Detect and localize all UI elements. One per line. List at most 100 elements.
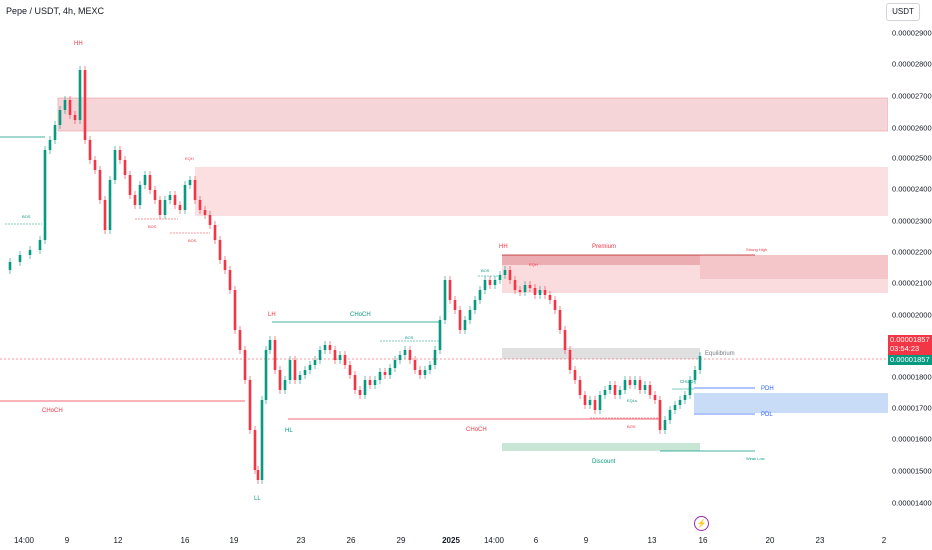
- candle-body: [663, 420, 667, 430]
- candle-body: [568, 350, 572, 370]
- candle-body: [238, 330, 242, 350]
- candle-body: [358, 390, 362, 395]
- time-axis[interactable]: 14:00 9 12 16 19 23 26 29 2025 14:00 6 9 13 16 20 23 2: [0, 532, 888, 550]
- candle-body: [43, 150, 47, 240]
- candle-body: [453, 300, 457, 310]
- label-bos-red-right: BOS: [627, 424, 636, 429]
- candle-body: [373, 380, 377, 385]
- flash-icon[interactable]: ⚡: [694, 516, 709, 531]
- candle-body: [203, 210, 207, 215]
- candle-body: [318, 350, 322, 360]
- demand-zone: [694, 393, 888, 413]
- candle-body: [698, 356, 702, 370]
- candle-body: [353, 375, 357, 390]
- candle-body: [418, 370, 422, 375]
- label-eqls: EQLs: [627, 398, 637, 403]
- candles: [8, 66, 702, 484]
- label-bos-green-mid: BOS: [405, 335, 414, 340]
- price-chart[interactable]: HH HH LH LL HL CHoCH CHoCH CHoCH CHoCH P…: [0, 0, 888, 530]
- time-tick: 16: [698, 536, 708, 545]
- candle-body: [228, 270, 232, 290]
- supply-zone-top: [57, 97, 888, 132]
- chart-title: Pepe / USDT, 4h, MEXC: [6, 6, 105, 16]
- candle-body: [483, 280, 487, 290]
- label-bos-green-top: BOS: [481, 268, 490, 273]
- candle-body: [98, 170, 102, 200]
- price-tick: 0.00001700: [892, 403, 932, 413]
- supply-zone-mid: [195, 167, 888, 216]
- candle-body: [693, 370, 697, 380]
- candle-body: [198, 200, 202, 210]
- candle-body: [533, 288, 537, 295]
- candle-body: [403, 350, 407, 355]
- candle-body: [428, 365, 432, 370]
- candle-body: [573, 370, 577, 380]
- time-tick: 14:00: [483, 536, 505, 545]
- price-axis[interactable]: 0.00002900 0.00002800 0.00002700 0.00002600…: [888, 0, 932, 530]
- candle-body: [218, 240, 222, 260]
- price-tick: 0.00001500: [892, 466, 932, 476]
- candle-body: [393, 360, 397, 368]
- candle-body: [338, 355, 342, 360]
- candle-body: [153, 190, 157, 200]
- candle-body: [108, 180, 112, 230]
- candle-body: [678, 400, 682, 405]
- label-choch-bottom: CHoCH: [466, 427, 487, 433]
- label-equilibrium: Equilibrium: [705, 351, 735, 357]
- time-tick: 12: [113, 536, 123, 545]
- candle-body: [623, 380, 627, 390]
- candle-body: [628, 380, 632, 385]
- label-choch-left: CHoCH: [42, 408, 63, 414]
- candle-body: [583, 395, 587, 405]
- equilibrium-zone: [502, 348, 700, 359]
- candle-body: [78, 70, 82, 120]
- label-eqh-1: EQH: [185, 156, 194, 161]
- candle-body: [388, 368, 392, 375]
- candle-body: [53, 125, 57, 140]
- candle-body: [253, 430, 257, 470]
- label-discount: Discount: [592, 459, 616, 465]
- candle-body: [648, 385, 652, 395]
- candle-body: [598, 395, 602, 410]
- time-tick: 9: [64, 536, 70, 545]
- equilibrium-price-tag: 0.00001857: [888, 355, 932, 365]
- candle-body: [288, 360, 292, 380]
- candle-body: [618, 390, 622, 395]
- candle-body: [653, 395, 657, 400]
- candle-body: [328, 345, 332, 350]
- label-pdh: PDH: [761, 386, 774, 392]
- candle-body: [248, 380, 252, 430]
- candle-body: [193, 180, 197, 200]
- price-tick: 0.00001800: [892, 372, 932, 382]
- candle-body: [128, 175, 132, 195]
- currency-button[interactable]: USDT: [886, 3, 920, 21]
- candle-body: [148, 175, 152, 190]
- price-tick: 0.00002200: [892, 247, 932, 257]
- candle-body: [303, 370, 307, 375]
- time-tick: 19: [229, 536, 239, 545]
- label-premium: Premium: [592, 244, 616, 250]
- candle-body: [260, 400, 264, 480]
- candle-body: [588, 400, 592, 405]
- time-tick: 20: [765, 536, 775, 545]
- candle-body: [313, 360, 317, 365]
- label-strong-high: Strong High: [746, 247, 767, 252]
- time-tick: 23: [815, 536, 825, 545]
- candle-body: [493, 280, 497, 285]
- candle-body: [543, 290, 547, 295]
- candle-body: [163, 200, 167, 215]
- candle-body: [83, 70, 87, 140]
- candle-body: [264, 350, 268, 400]
- candle-body: [593, 400, 597, 410]
- time-tick: 14:00: [13, 536, 35, 545]
- candle-body: [613, 385, 617, 395]
- candle-body: [558, 310, 562, 330]
- price-tick: 0.00001400: [892, 498, 932, 508]
- candle-body: [398, 355, 402, 360]
- premium-zone-extend: [700, 255, 888, 279]
- label-bos-red-1: BOS: [148, 224, 157, 229]
- candle-body: [223, 260, 227, 270]
- candle-body: [683, 395, 687, 400]
- price-tick: 0.00002800: [892, 59, 932, 69]
- price-tick: 0.00002600: [892, 123, 932, 133]
